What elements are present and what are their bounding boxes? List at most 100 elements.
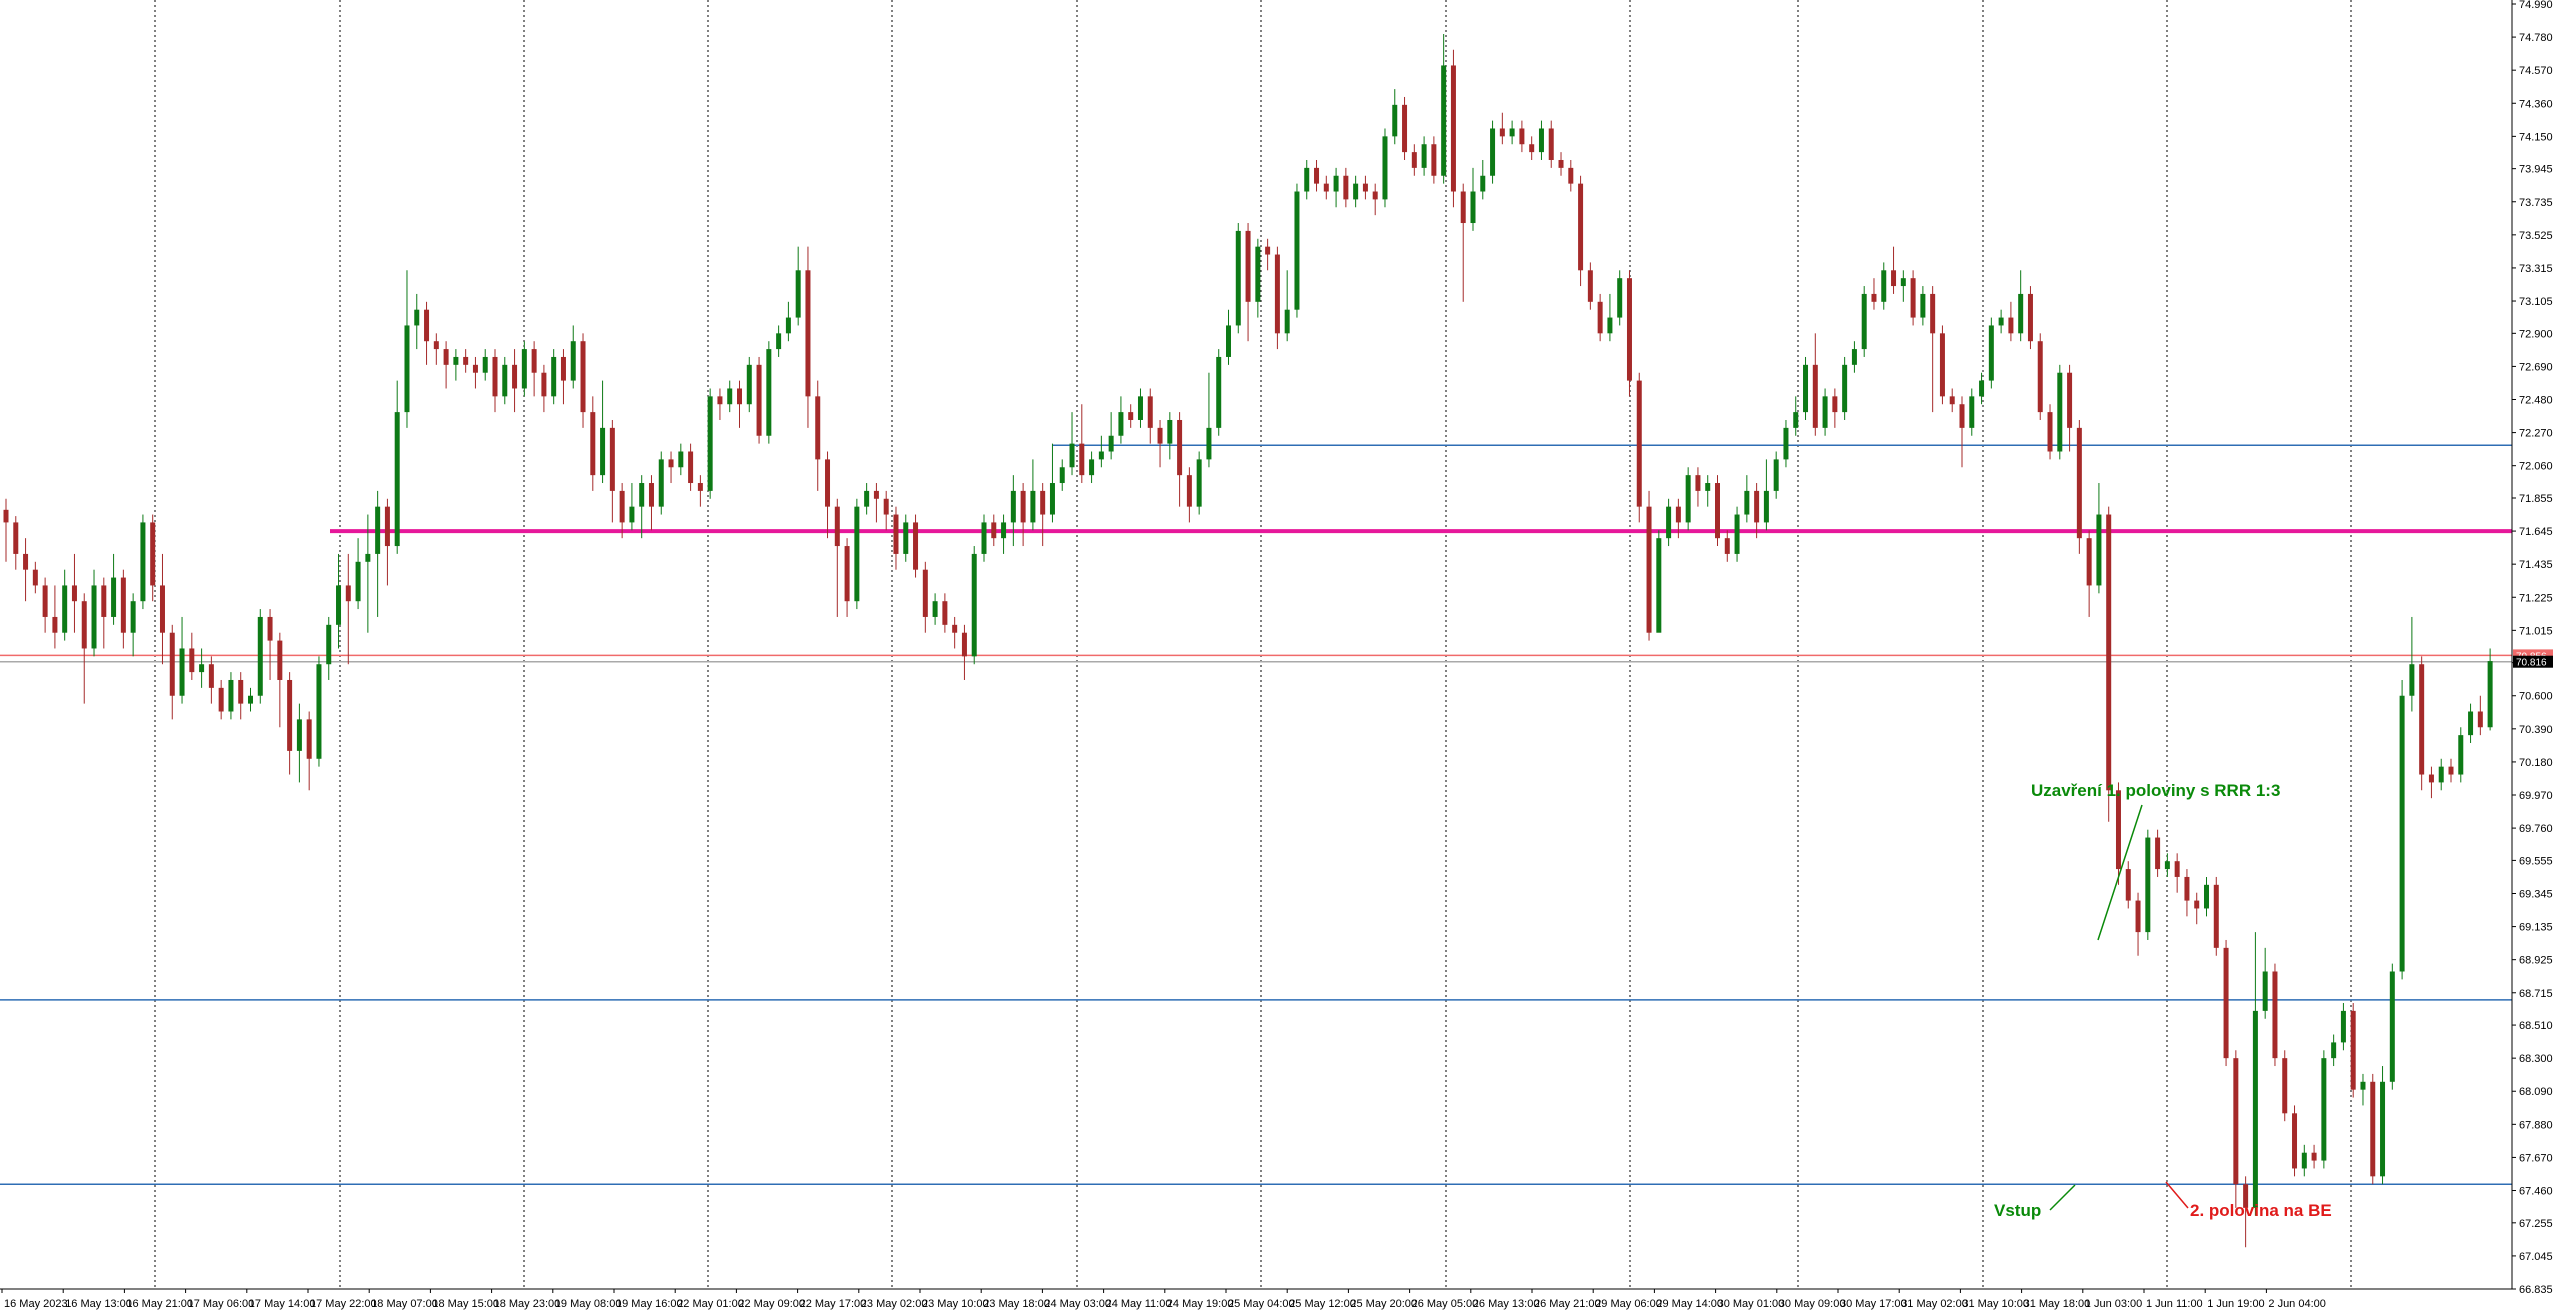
candle-body [2331, 1042, 2337, 1059]
candle [2282, 1050, 2288, 1122]
candle [2194, 892, 2200, 925]
candle-body [512, 364, 518, 389]
candle-body [2164, 861, 2170, 870]
candle [159, 553, 165, 665]
candle-body [2115, 790, 2121, 870]
candle-body [1147, 396, 1153, 428]
candle [228, 672, 234, 720]
candle-body [120, 577, 126, 633]
candle [1059, 459, 1065, 491]
candle [1480, 159, 1486, 200]
candle-body [2419, 664, 2425, 775]
candle [1617, 270, 1623, 326]
candle [1010, 475, 1016, 547]
candle-body [2321, 1058, 2327, 1161]
candle-body [1137, 396, 1143, 420]
candle [560, 349, 566, 405]
candle-body [873, 490, 879, 499]
candle-body [1333, 175, 1339, 192]
candle [111, 553, 117, 625]
annotation-close-half: Uzavření 1. poloviny s RRR 1:3 [2031, 781, 2280, 800]
candle [2389, 963, 2395, 1090]
candle-body [825, 459, 831, 507]
time-tick-label: 23 May 10:00 [922, 1298, 989, 1310]
candle [1490, 120, 1496, 184]
candle [355, 538, 361, 610]
candle-body [2155, 837, 2161, 870]
candle-body [1206, 427, 1212, 460]
candle-body [1715, 483, 1720, 539]
candle [688, 443, 694, 491]
price-tick-label: 70.390 [2519, 724, 2553, 736]
candle [218, 679, 224, 720]
time-tick-label: 18 May 15:00 [432, 1298, 499, 1310]
time-tick-label: 24 May 03:00 [1044, 1298, 1111, 1310]
candle [1636, 372, 1642, 523]
candle-body [1793, 412, 1799, 428]
candle [52, 585, 58, 649]
time-tick-label: 30 May 09:00 [1779, 1298, 1846, 1310]
candle-body [228, 679, 234, 712]
candle-body [1079, 443, 1085, 476]
annotation-entry: Vstup [1994, 1201, 2041, 1220]
candle-body [2360, 1081, 2366, 1090]
candle [2067, 364, 2073, 452]
candle-body [189, 648, 195, 673]
candle-body [1392, 104, 1398, 137]
time-tick-label: 26 May 13:00 [1473, 1298, 1540, 1310]
candle-body [639, 483, 645, 507]
candle [1949, 388, 1955, 413]
candle-body [2252, 1010, 2258, 1208]
candle [1265, 238, 1271, 271]
time-tick-label: 17 May 14:00 [249, 1298, 316, 1310]
candle-body [844, 546, 850, 602]
candle [1001, 514, 1007, 554]
candle [433, 333, 439, 365]
candle [238, 672, 244, 720]
candle-body [365, 553, 371, 562]
candle-body [1128, 412, 1134, 420]
price-tick-label: 72.060 [2519, 461, 2553, 473]
candle [1382, 128, 1388, 208]
candle-body [1842, 364, 1848, 413]
candle [2086, 530, 2092, 617]
candle-body [913, 522, 919, 570]
candle-body [1411, 152, 1417, 168]
candle [717, 388, 723, 420]
candle-body [2399, 695, 2405, 972]
candle [13, 516, 19, 570]
candle-body [737, 388, 742, 405]
candle-body [1362, 183, 1368, 192]
candle [903, 514, 909, 562]
candle-body [2487, 661, 2493, 728]
candle [2380, 1066, 2386, 1185]
candle [981, 514, 987, 562]
candle [785, 301, 791, 342]
candle [208, 656, 214, 704]
candle [1812, 333, 1818, 436]
time-tick-label: 25 May 12:00 [1289, 1298, 1356, 1310]
candle-body [560, 356, 566, 381]
candle [62, 569, 68, 641]
candle-body [1059, 467, 1065, 484]
candle-body [1558, 159, 1564, 168]
candle-body [2135, 900, 2141, 933]
candle-body [1538, 128, 1544, 153]
price-tick-label: 72.480 [2519, 395, 2553, 407]
candle-body [2438, 766, 2444, 783]
candle [648, 475, 654, 531]
candle-body [71, 585, 77, 602]
candle-body [2223, 947, 2229, 1059]
candle-body [1568, 167, 1574, 184]
candle [1832, 388, 1838, 428]
candle-body [91, 585, 97, 649]
candle-body [893, 514, 899, 554]
candle [1822, 388, 1828, 436]
candle-body [1245, 230, 1251, 302]
price-tick-label: 73.735 [2519, 197, 2553, 209]
candle [2125, 861, 2131, 909]
candle-body [433, 341, 439, 350]
candle [130, 593, 136, 657]
